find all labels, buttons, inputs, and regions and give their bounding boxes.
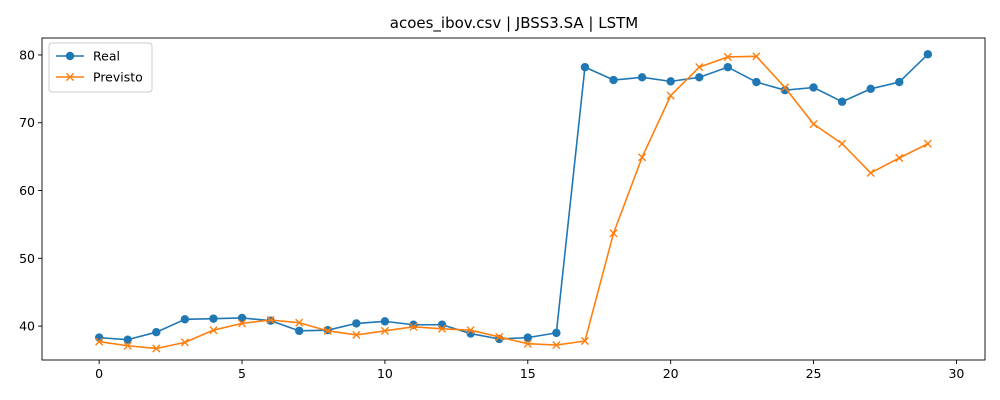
data-point [409, 322, 418, 331]
data-point [923, 139, 932, 148]
x-tick-label: 30 [948, 366, 964, 381]
data-point [580, 336, 590, 346]
legend-label: Previsto [93, 70, 143, 85]
data-point [380, 326, 390, 335]
legend-entry-previsto: Previsto [56, 70, 143, 85]
data-point [437, 324, 447, 333]
series-real [94, 50, 933, 344]
data-point [437, 320, 447, 329]
data-point [637, 153, 647, 162]
series-layer [94, 50, 933, 353]
data-point [923, 50, 933, 59]
x-tick-label: 5 [238, 366, 246, 381]
data-point [723, 52, 732, 62]
data-point [95, 337, 104, 346]
data-point [609, 75, 618, 85]
data-point [237, 313, 247, 323]
data-point [552, 328, 561, 338]
data-point [866, 168, 875, 177]
data-point [895, 153, 904, 163]
y-tick-label: 40 [19, 319, 35, 334]
data-point [295, 318, 304, 327]
chart-title: acoes_ibov.csv | JBSS3.SA | LSTM [390, 14, 638, 33]
data-point [809, 83, 818, 92]
data-point [237, 319, 247, 328]
data-point [152, 328, 161, 337]
series-line-real [99, 53, 929, 341]
data-point [523, 333, 532, 342]
legend-entry-real: Real [56, 49, 120, 64]
data-point [495, 332, 504, 342]
data-point [123, 335, 132, 344]
x-tick-label: 15 [520, 366, 536, 381]
data-point [380, 317, 390, 326]
data-point [609, 229, 618, 238]
data-point [752, 52, 761, 61]
data-point [780, 85, 790, 95]
x-tick-label: 20 [663, 366, 679, 381]
data-point [209, 314, 218, 323]
data-point [666, 77, 675, 86]
data-point [523, 339, 532, 348]
data-point [580, 62, 590, 72]
legend-swatch-marker [65, 51, 75, 61]
data-point [837, 97, 847, 106]
data-point [637, 73, 647, 82]
legend-swatch-marker [65, 72, 75, 82]
data-point [294, 326, 304, 336]
series-previsto [95, 52, 932, 353]
data-point [695, 73, 704, 82]
data-point [352, 330, 361, 340]
legend-label: Real [93, 49, 120, 64]
y-tick-label: 80 [19, 47, 35, 62]
data-point [723, 62, 733, 72]
data-point [180, 315, 190, 324]
data-point [123, 341, 132, 350]
data-point [838, 139, 847, 148]
y-tick-label: 50 [19, 251, 35, 266]
data-point [752, 77, 761, 87]
x-tick-label: 0 [95, 366, 103, 381]
data-point [866, 84, 875, 94]
plot-frame [41, 37, 986, 361]
data-point [180, 338, 189, 347]
axes-layer: 0 5 10 15 20 25 30 40 50 60 70 80 [19, 37, 986, 381]
data-point [323, 326, 332, 335]
data-point [895, 77, 904, 87]
data-point [94, 333, 104, 342]
x-tick-label: 10 [377, 366, 393, 381]
legend: Real Previsto [48, 42, 153, 93]
data-point [666, 91, 675, 100]
data-point [152, 344, 161, 353]
data-point [780, 83, 790, 92]
data-point [466, 326, 475, 335]
series-line-previsto [99, 55, 929, 350]
x-tick-label: 25 [806, 366, 822, 381]
data-point [209, 326, 218, 335]
data-point [695, 63, 704, 72]
y-tick-label: 70 [19, 115, 35, 130]
data-point [352, 319, 361, 328]
data-point [552, 340, 561, 350]
y-tick-label: 60 [19, 183, 35, 198]
data-point [266, 315, 275, 325]
data-point [809, 119, 818, 129]
